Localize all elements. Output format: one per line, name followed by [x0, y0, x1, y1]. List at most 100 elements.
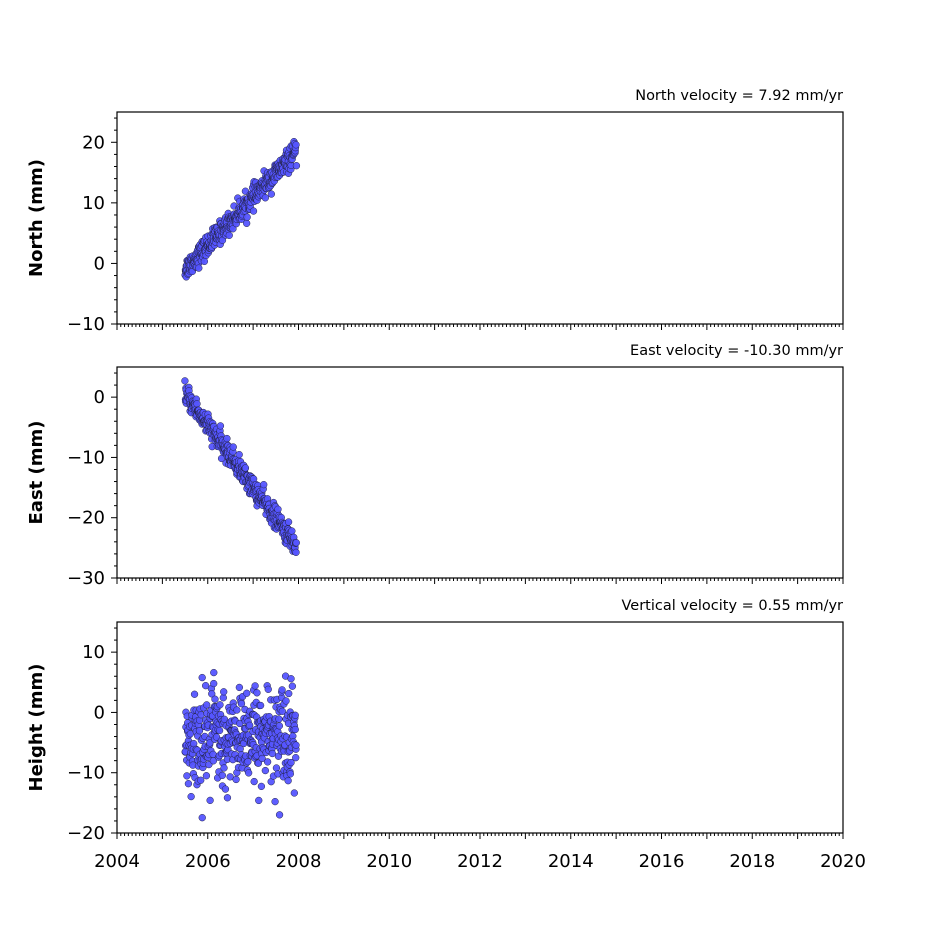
- data-point: [215, 726, 224, 735]
- y-tick-label: 10: [82, 642, 105, 663]
- data-point: [255, 796, 263, 805]
- data-point: [190, 690, 199, 698]
- data-point: [212, 733, 221, 741]
- data-point: [216, 422, 225, 430]
- data-point: [278, 686, 286, 694]
- panel-1: North velocity = 7.92 mm/yr North (mm) −10…: [26, 88, 844, 335]
- data-point: [278, 707, 286, 715]
- data-point: [202, 682, 210, 690]
- data-point: [249, 207, 258, 215]
- data-point: [286, 770, 294, 778]
- data-point: [198, 814, 206, 822]
- y-tick-label: −20: [67, 823, 105, 844]
- x-tick-label: 2014: [548, 851, 594, 872]
- data-point: [258, 754, 266, 763]
- data-point: [210, 668, 218, 677]
- data-point: [197, 776, 205, 784]
- y-tick-label: 0: [94, 387, 105, 408]
- data-point: [274, 505, 282, 513]
- data-point: [253, 689, 261, 697]
- data-point: [229, 225, 237, 233]
- data-points: [181, 668, 300, 822]
- data-point: [250, 777, 258, 786]
- y-tick-label: −10: [67, 763, 105, 784]
- data-point: [243, 219, 251, 227]
- data-point: [216, 701, 224, 709]
- x-tick-label: 2012: [457, 851, 503, 872]
- y-tick-label: −30: [67, 568, 105, 589]
- data-point: [275, 811, 284, 819]
- x-tick-label: 2016: [639, 851, 685, 872]
- data-point: [221, 785, 230, 793]
- data-point: [232, 775, 240, 784]
- data-points: [181, 137, 301, 281]
- data-point: [256, 701, 265, 710]
- data-point: [284, 777, 292, 785]
- y-tick-label: 0: [94, 702, 105, 723]
- data-point: [220, 764, 228, 772]
- x-tick-label: 2018: [729, 851, 775, 872]
- data-point: [246, 721, 254, 729]
- data-point: [235, 683, 244, 692]
- data-point: [206, 739, 214, 747]
- data-point: [260, 480, 268, 489]
- data-point: [206, 796, 214, 805]
- panel-title: East velocity = -10.30 mm/yr: [630, 343, 843, 359]
- panel-title: Vertical velocity = 0.55 mm/yr: [622, 598, 844, 614]
- data-point: [292, 141, 300, 149]
- data-point: [195, 264, 203, 272]
- panel-title: North velocity = 7.92 mm/yr: [635, 88, 843, 104]
- data-point: [288, 682, 297, 690]
- data-point: [209, 757, 218, 765]
- data-point: [237, 700, 246, 708]
- x-tick-label: 2008: [276, 851, 322, 872]
- x-tick-label: 2010: [366, 851, 412, 872]
- data-point: [292, 741, 300, 749]
- data-point: [243, 213, 251, 221]
- x-tick-label: 2020: [820, 851, 866, 872]
- data-point: [275, 722, 284, 730]
- data-point: [261, 194, 269, 202]
- data-point: [223, 794, 232, 802]
- data-point: [257, 782, 266, 791]
- data-point: [235, 451, 243, 459]
- data-point: [203, 701, 211, 709]
- data-point: [291, 711, 299, 719]
- data-point: [251, 682, 259, 690]
- data-point: [229, 443, 237, 451]
- data-point: [287, 675, 295, 683]
- data-point: [187, 792, 195, 801]
- panel-2: East velocity = -10.30 mm/yr East (mm) −30…: [26, 343, 844, 589]
- data-point: [292, 548, 300, 557]
- data-point: [202, 772, 211, 780]
- data-point: [223, 434, 231, 443]
- data-point: [220, 715, 229, 723]
- data-point: [233, 706, 241, 714]
- data-point: [261, 766, 270, 775]
- data-point: [244, 758, 252, 766]
- data-point: [288, 527, 296, 535]
- plot-frame: [116, 366, 844, 579]
- data-point: [210, 679, 218, 688]
- y-tick-label: 20: [82, 132, 105, 153]
- data-point: [243, 689, 251, 697]
- y-tick-label: −10: [67, 447, 105, 468]
- data-point: [292, 539, 300, 547]
- data-point: [198, 673, 206, 682]
- y-axis-label: Height (mm): [26, 664, 47, 792]
- data-point: [275, 715, 283, 723]
- panel-3: Vertical velocity = 0.55 mm/yr Height (mm…: [26, 598, 866, 872]
- data-point: [241, 464, 250, 472]
- data-point: [290, 789, 298, 797]
- data-point: [218, 771, 226, 780]
- data-point: [268, 749, 277, 758]
- data-points: [181, 377, 300, 557]
- data-point: [226, 773, 234, 781]
- x-tick-label: 2004: [94, 851, 140, 872]
- y-tick-label: 10: [82, 193, 105, 214]
- y-tick-label: 0: [94, 253, 105, 274]
- data-point: [245, 769, 253, 777]
- data-point: [291, 725, 299, 734]
- data-point: [193, 400, 201, 408]
